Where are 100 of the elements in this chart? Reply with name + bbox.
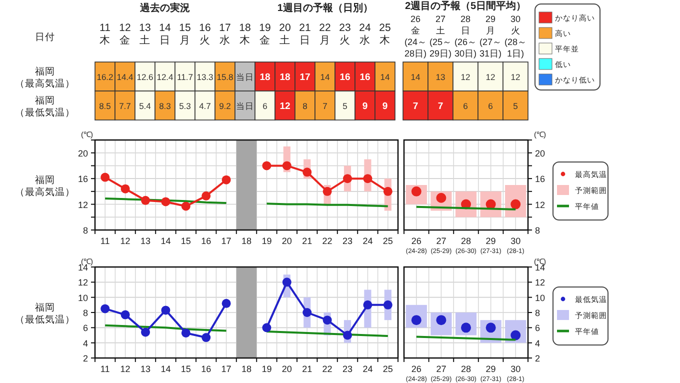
data-label: 7 xyxy=(438,101,444,112)
point xyxy=(161,306,170,315)
x-tick-label: 17 xyxy=(221,236,232,246)
y-tick-label: 8 xyxy=(82,308,88,318)
y-tick-label: 14 xyxy=(78,262,88,272)
data-label: 12.4 xyxy=(156,72,174,82)
x-tick-label: 25 xyxy=(382,236,393,246)
y-tick-label: 2 xyxy=(535,354,540,364)
y-tick-label: 8 xyxy=(82,226,88,236)
y-tick-label: 20 xyxy=(535,148,546,158)
data-label: 9 xyxy=(362,101,368,112)
x-tick-label: 23 xyxy=(342,364,353,374)
point xyxy=(161,197,170,206)
point xyxy=(100,304,110,314)
x-tick-label: 21 日 xyxy=(299,22,311,46)
data-label: 6 xyxy=(488,101,494,111)
point xyxy=(222,175,231,184)
x-tick-label: 24 xyxy=(362,236,373,246)
x-axis-title: 日付 xyxy=(35,32,55,43)
data-label: 13.3 xyxy=(196,72,214,82)
x-tick-label: 25 木 xyxy=(379,22,391,46)
x-tick-label: 16 xyxy=(201,236,212,246)
x-tick-label: 13 xyxy=(140,236,151,246)
data-label: 17 xyxy=(300,72,310,83)
data-label: 14 xyxy=(410,72,420,82)
data-label: 12 xyxy=(460,72,470,82)
data-label: 14.4 xyxy=(116,72,134,82)
y-tick-label: 12 xyxy=(535,278,546,288)
point xyxy=(302,308,312,317)
data-label: 5.3 xyxy=(179,101,192,111)
data-label: 9.2 xyxy=(219,101,232,111)
data-label: 5 xyxy=(342,101,348,111)
chart-title: 2週目の予報（5日間平均） xyxy=(404,0,526,12)
point xyxy=(363,174,372,184)
data-label: 18 xyxy=(280,72,290,83)
data-label: 16 xyxy=(340,72,350,83)
x-tick-label: 26 金 (24～ 28日) xyxy=(404,14,427,58)
point xyxy=(383,300,392,310)
x-tick-label: 12 xyxy=(120,364,130,374)
point xyxy=(343,330,352,340)
x-tick-label: 19 xyxy=(262,236,272,246)
x-tick-label: 24 xyxy=(362,364,373,374)
data-label: 13 xyxy=(436,72,446,82)
point xyxy=(141,196,150,205)
data-label: 7.7 xyxy=(119,101,132,111)
x-tick-label: 19 金 xyxy=(259,22,271,46)
x-tick-label: 11 xyxy=(100,364,110,374)
data-label: 8.5 xyxy=(99,101,112,111)
data-label: 5 xyxy=(513,101,518,111)
x-tick-label: 18 xyxy=(241,364,252,374)
y-tick-label: 10 xyxy=(535,292,546,303)
point xyxy=(100,172,110,182)
data-label: 12 xyxy=(486,72,496,82)
text: 1週目の予報（日別） xyxy=(277,2,373,14)
data-label: 7 xyxy=(412,101,418,112)
x-tick-label: 21 xyxy=(302,236,312,246)
x-tick-label: 27 土 (25～ 29日) xyxy=(429,14,452,58)
y-tick-label: 福岡（最高気温） xyxy=(15,66,75,90)
point xyxy=(282,161,292,170)
data-label: 12 xyxy=(280,101,290,112)
x-tick-label: 14 xyxy=(160,236,171,246)
x-tick-label: 15 xyxy=(180,236,191,246)
data-label: 9 xyxy=(382,101,388,112)
x-tick-label: 15 xyxy=(180,364,191,374)
data-label: 6 xyxy=(463,101,468,111)
y-tick-label: 6 xyxy=(535,323,540,334)
x-tick-label: 13 xyxy=(140,364,151,374)
x-tick-label: 12 金 xyxy=(119,22,131,46)
x-tick-label: 28 日 (26～ 30日) xyxy=(454,14,477,58)
point xyxy=(262,323,272,332)
x-tick-label: 22 xyxy=(322,236,332,246)
text: 過去の実況 xyxy=(138,2,190,14)
data-label: 7 xyxy=(322,101,328,111)
data-label: 16 xyxy=(360,72,370,83)
x-tick-label: 29 月 (27～ 31日) xyxy=(479,14,502,58)
data-label: 14 xyxy=(380,72,390,82)
y-tick-label: 16 xyxy=(78,174,88,184)
text: 当日 xyxy=(236,101,254,111)
y-tick-label: 10 xyxy=(78,292,88,303)
text: 当日 xyxy=(236,72,254,82)
data-label: 4.7 xyxy=(199,101,212,111)
x-tick-label: 20 xyxy=(282,364,292,374)
x-tick-label: 22 xyxy=(322,364,332,374)
point xyxy=(141,328,150,337)
x-tick-label: 14 日 xyxy=(159,22,171,46)
data-label: 12.6 xyxy=(136,72,154,82)
x-tick-label: 11 木 xyxy=(100,22,111,46)
x-tick-label: 14 xyxy=(160,364,171,374)
x-tick-label: 12 xyxy=(120,236,130,246)
x-tick-label: 16 xyxy=(201,364,212,374)
x-tick-label: 20 xyxy=(282,236,292,246)
point xyxy=(120,184,130,194)
x-tick-label: 17 水 xyxy=(219,22,231,46)
data-label: 5.4 xyxy=(139,101,152,111)
point xyxy=(222,298,231,308)
point xyxy=(181,202,190,211)
x-tick-label: 20 土 xyxy=(279,22,291,46)
y-tick-label: 4 xyxy=(82,338,88,348)
y-tick-label: 4 xyxy=(535,338,540,348)
x-tick-label: 22 月 xyxy=(319,22,331,46)
